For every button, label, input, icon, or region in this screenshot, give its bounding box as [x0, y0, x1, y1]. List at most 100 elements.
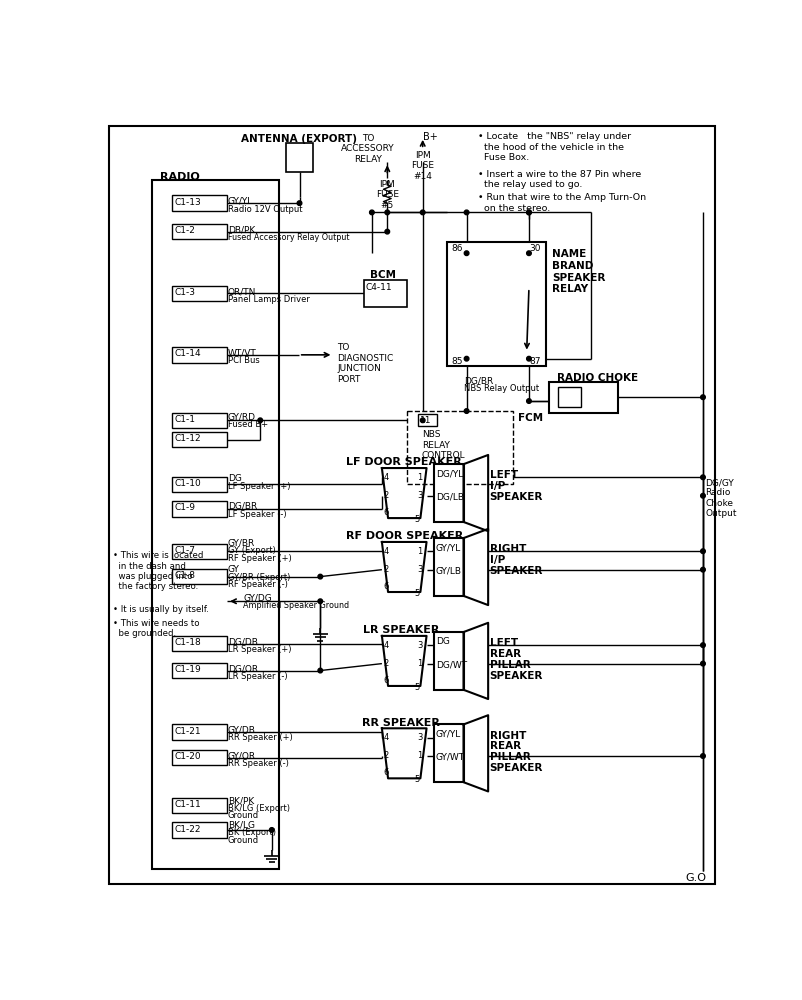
- Text: 11: 11: [420, 416, 431, 425]
- Text: 2: 2: [383, 565, 388, 574]
- Text: DG/LB: DG/LB: [435, 493, 464, 502]
- Text: 6: 6: [383, 676, 388, 685]
- Text: PILLAR: PILLAR: [489, 752, 530, 762]
- Circle shape: [269, 828, 273, 832]
- Text: LF Speaker (-): LF Speaker (-): [228, 510, 286, 519]
- Text: 4: 4: [383, 733, 388, 742]
- Text: 3: 3: [417, 491, 422, 500]
- Bar: [286, 143, 313, 172]
- Bar: [434, 538, 463, 596]
- Bar: [172, 750, 227, 765]
- Text: GY/BR (Export): GY/BR (Export): [228, 573, 290, 582]
- Circle shape: [700, 493, 704, 498]
- Circle shape: [700, 754, 704, 758]
- Text: 5: 5: [414, 589, 419, 598]
- Text: RIGHT: RIGHT: [489, 544, 525, 554]
- Circle shape: [318, 599, 322, 604]
- Bar: [434, 724, 463, 782]
- Text: 2: 2: [383, 491, 388, 500]
- Text: 1: 1: [417, 659, 422, 668]
- Polygon shape: [463, 455, 488, 531]
- Text: 1: 1: [417, 751, 422, 760]
- Polygon shape: [382, 728, 426, 778]
- Bar: [172, 195, 227, 211]
- Bar: [172, 724, 227, 740]
- Text: C1-1: C1-1: [175, 415, 196, 424]
- Text: C1-13: C1-13: [175, 198, 201, 207]
- Bar: [172, 798, 227, 813]
- Text: 2: 2: [383, 751, 388, 760]
- Bar: [406, 411, 512, 484]
- Text: RR SPEAKER: RR SPEAKER: [362, 718, 439, 728]
- Text: RF Speaker (+): RF Speaker (+): [228, 554, 291, 563]
- Text: I/P: I/P: [489, 555, 504, 565]
- Text: Fused B+: Fused B+: [228, 420, 268, 429]
- Text: GY/RD: GY/RD: [228, 413, 256, 422]
- Text: DG/GY
Radio
Choke
Output: DG/GY Radio Choke Output: [704, 478, 736, 518]
- Polygon shape: [463, 529, 488, 605]
- Text: 1: 1: [417, 547, 422, 556]
- Text: 5: 5: [414, 515, 419, 524]
- Circle shape: [526, 399, 531, 403]
- Text: GY/YL: GY/YL: [435, 544, 460, 552]
- Text: Amplified Speaker Ground: Amplified Speaker Ground: [243, 601, 349, 610]
- Bar: [172, 286, 227, 301]
- Text: BK/PK: BK/PK: [228, 796, 253, 805]
- Text: 5: 5: [414, 683, 419, 692]
- Polygon shape: [463, 623, 488, 699]
- Text: SPEAKER: SPEAKER: [489, 566, 542, 576]
- Text: B+: B+: [422, 132, 437, 142]
- Circle shape: [318, 574, 322, 579]
- Text: GY/DG: GY/DG: [243, 594, 272, 603]
- Circle shape: [526, 210, 531, 215]
- Text: 4: 4: [383, 547, 388, 556]
- Text: RADIO: RADIO: [160, 172, 200, 182]
- Circle shape: [420, 210, 424, 215]
- Text: NBS
RELAY
CONTROL: NBS RELAY CONTROL: [421, 430, 465, 460]
- Text: REAR: REAR: [489, 741, 520, 751]
- Text: BK (Export): BK (Export): [228, 828, 276, 837]
- Text: GY (Export): GY (Export): [228, 546, 275, 555]
- Circle shape: [700, 475, 704, 480]
- Text: GY: GY: [228, 565, 240, 574]
- Text: BK/LG: BK/LG: [228, 821, 254, 830]
- Text: Panel Lamps Driver: Panel Lamps Driver: [228, 295, 310, 304]
- Text: 3: 3: [417, 733, 422, 742]
- Text: DG/BR: DG/BR: [464, 376, 493, 385]
- Text: PILLAR: PILLAR: [489, 660, 530, 670]
- Text: GY/DB: GY/DB: [228, 725, 256, 734]
- Polygon shape: [463, 715, 488, 791]
- Text: GY/WT: GY/WT: [435, 753, 464, 762]
- Text: • This wire is located
  in the dash and
  was plugged into
  the factory stereo: • This wire is located in the dash and w…: [113, 551, 203, 591]
- Bar: [447, 242, 545, 366]
- Text: C1-12: C1-12: [175, 434, 201, 443]
- Text: 85: 85: [451, 357, 462, 366]
- Bar: [172, 477, 227, 492]
- Text: PCI Bus: PCI Bus: [228, 356, 259, 365]
- Circle shape: [318, 668, 322, 673]
- Text: GY/LB: GY/LB: [435, 567, 461, 576]
- Text: DG/DB: DG/DB: [228, 637, 257, 646]
- Text: ANTENNA (EXPORT): ANTENNA (EXPORT): [241, 134, 356, 144]
- Bar: [364, 280, 406, 307]
- Circle shape: [464, 210, 468, 215]
- Text: 6: 6: [383, 508, 388, 517]
- Text: WT/VT: WT/VT: [228, 349, 257, 358]
- Text: DG: DG: [435, 637, 449, 646]
- Bar: [172, 636, 227, 651]
- Text: 5: 5: [414, 775, 419, 784]
- Text: DG/YL: DG/YL: [435, 470, 463, 479]
- Text: 2: 2: [383, 659, 388, 668]
- Bar: [172, 822, 227, 838]
- Text: LEFT: LEFT: [489, 470, 517, 480]
- Text: Fused Accessory Relay Output: Fused Accessory Relay Output: [228, 233, 349, 242]
- Text: Radio 12V Output: Radio 12V Output: [228, 205, 302, 214]
- Circle shape: [384, 229, 389, 234]
- Bar: [434, 464, 463, 522]
- Bar: [172, 432, 227, 447]
- Bar: [172, 544, 227, 559]
- Text: RADIO CHOKE: RADIO CHOKE: [556, 373, 637, 383]
- Text: DG/BR: DG/BR: [228, 502, 257, 511]
- Text: 86: 86: [451, 244, 462, 253]
- Text: 30: 30: [529, 244, 540, 253]
